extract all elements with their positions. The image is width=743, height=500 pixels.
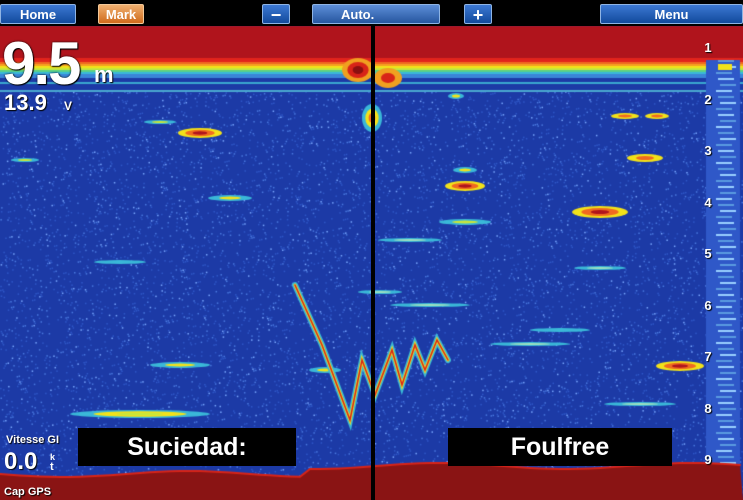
depth-scale-tick: 2: [704, 91, 712, 107]
depth-scale-tick: 9: [704, 452, 712, 467]
depth-scale-tick: 1: [704, 40, 712, 55]
depth-scale-tick: 4: [704, 194, 712, 210]
heading-label: Cap GPS: [4, 486, 52, 498]
caption-left: Suciedad:: [78, 428, 296, 466]
caption-right: Foulfree: [448, 428, 672, 466]
depth-scale-tick: 3: [704, 143, 712, 158]
depth-value: 9.5: [2, 30, 81, 97]
gain-auto-button[interactable]: Auto.: [312, 4, 739, 24]
gain-decrease-button[interactable]: −: [262, 4, 290, 25]
depth-unit: m: [94, 62, 114, 87]
split-divider: [371, 26, 375, 500]
depth-scale-tick: 5: [704, 246, 712, 261]
speed-unit-bottom: t: [50, 461, 54, 473]
speed-value: 0.0: [4, 448, 38, 475]
voltage-unit: V: [64, 99, 73, 113]
speed-unit-top: k: [50, 452, 56, 462]
depth-scale-tick: 8: [704, 400, 712, 416]
mark-button[interactable]: Mark: [98, 4, 144, 24]
top-toolbar: Home Mark − Auto. + Menu: [0, 0, 743, 26]
home-button[interactable]: Home: [0, 4, 76, 24]
gain-increase-button[interactable]: +: [464, 4, 492, 25]
voltage-value: 13.9: [4, 90, 47, 115]
gain-mode-label: Auto.: [341, 7, 375, 22]
menu-button[interactable]: Menu: [600, 4, 743, 24]
depth-scale-tick: 6: [704, 297, 712, 313]
speed-label: Vitesse GI: [6, 434, 59, 446]
depth-scale-tick: 7: [704, 349, 712, 364]
